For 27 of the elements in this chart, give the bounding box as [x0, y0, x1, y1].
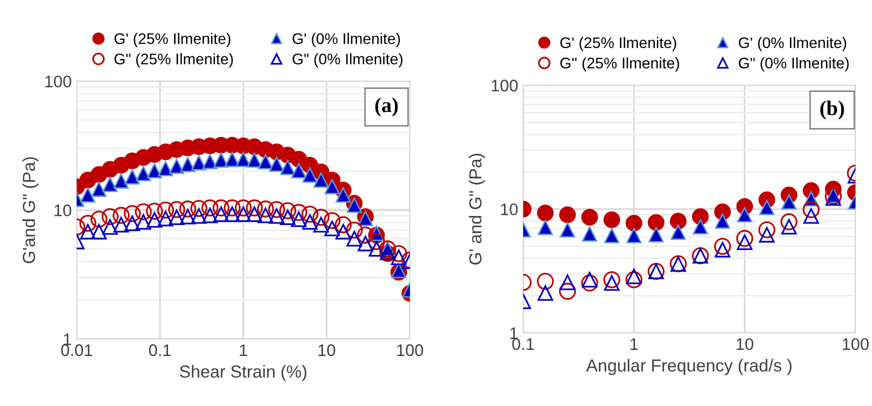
- y-tick-label: 10: [501, 203, 518, 216]
- x-tick-label: 100: [842, 338, 869, 350]
- x-tick-label: 100: [397, 344, 424, 356]
- y-tick-label: 100: [492, 80, 518, 92]
- y-tick-label: 100: [45, 76, 72, 88]
- x-tick-label: 10: [736, 338, 754, 350]
- legend-label: G'' (25% Ilmenite): [560, 57, 680, 72]
- y-axis-title: G'and G" (Pa): [22, 157, 39, 264]
- legend-label: G" (0% Ilmenite): [738, 57, 849, 72]
- legend-label: G" (25% Ilmenite): [114, 53, 233, 68]
- x-tick-label: 0.1: [149, 344, 171, 356]
- x-axis-title: Shear Strain (%): [180, 364, 306, 382]
- x-axis-title: Angular Frequency (rad/s ): [586, 358, 792, 376]
- y-axis-title: G' and G" (Pa): [468, 154, 485, 265]
- legend-label: G" (0% Ilmenite): [292, 53, 402, 68]
- legend-label: G' (0% Ilmenite): [292, 32, 400, 48]
- x-tick-label: 0.1: [512, 338, 534, 350]
- y-tick-label: 10: [54, 204, 72, 216]
- annotation: (b): [820, 100, 844, 120]
- x-tick-label: 10: [318, 344, 336, 356]
- x-tick-label: 1: [630, 338, 638, 350]
- x-tick-label: 1: [240, 344, 248, 356]
- legend-label: G' (25% Ilmenite): [560, 36, 676, 52]
- x-tick-label: 0.01: [61, 344, 92, 356]
- legend-label: G' (0% Ilmenite): [738, 36, 846, 52]
- legend-label: G' (25% Ilmenite): [114, 32, 230, 48]
- annotation: (a): [375, 98, 398, 116]
